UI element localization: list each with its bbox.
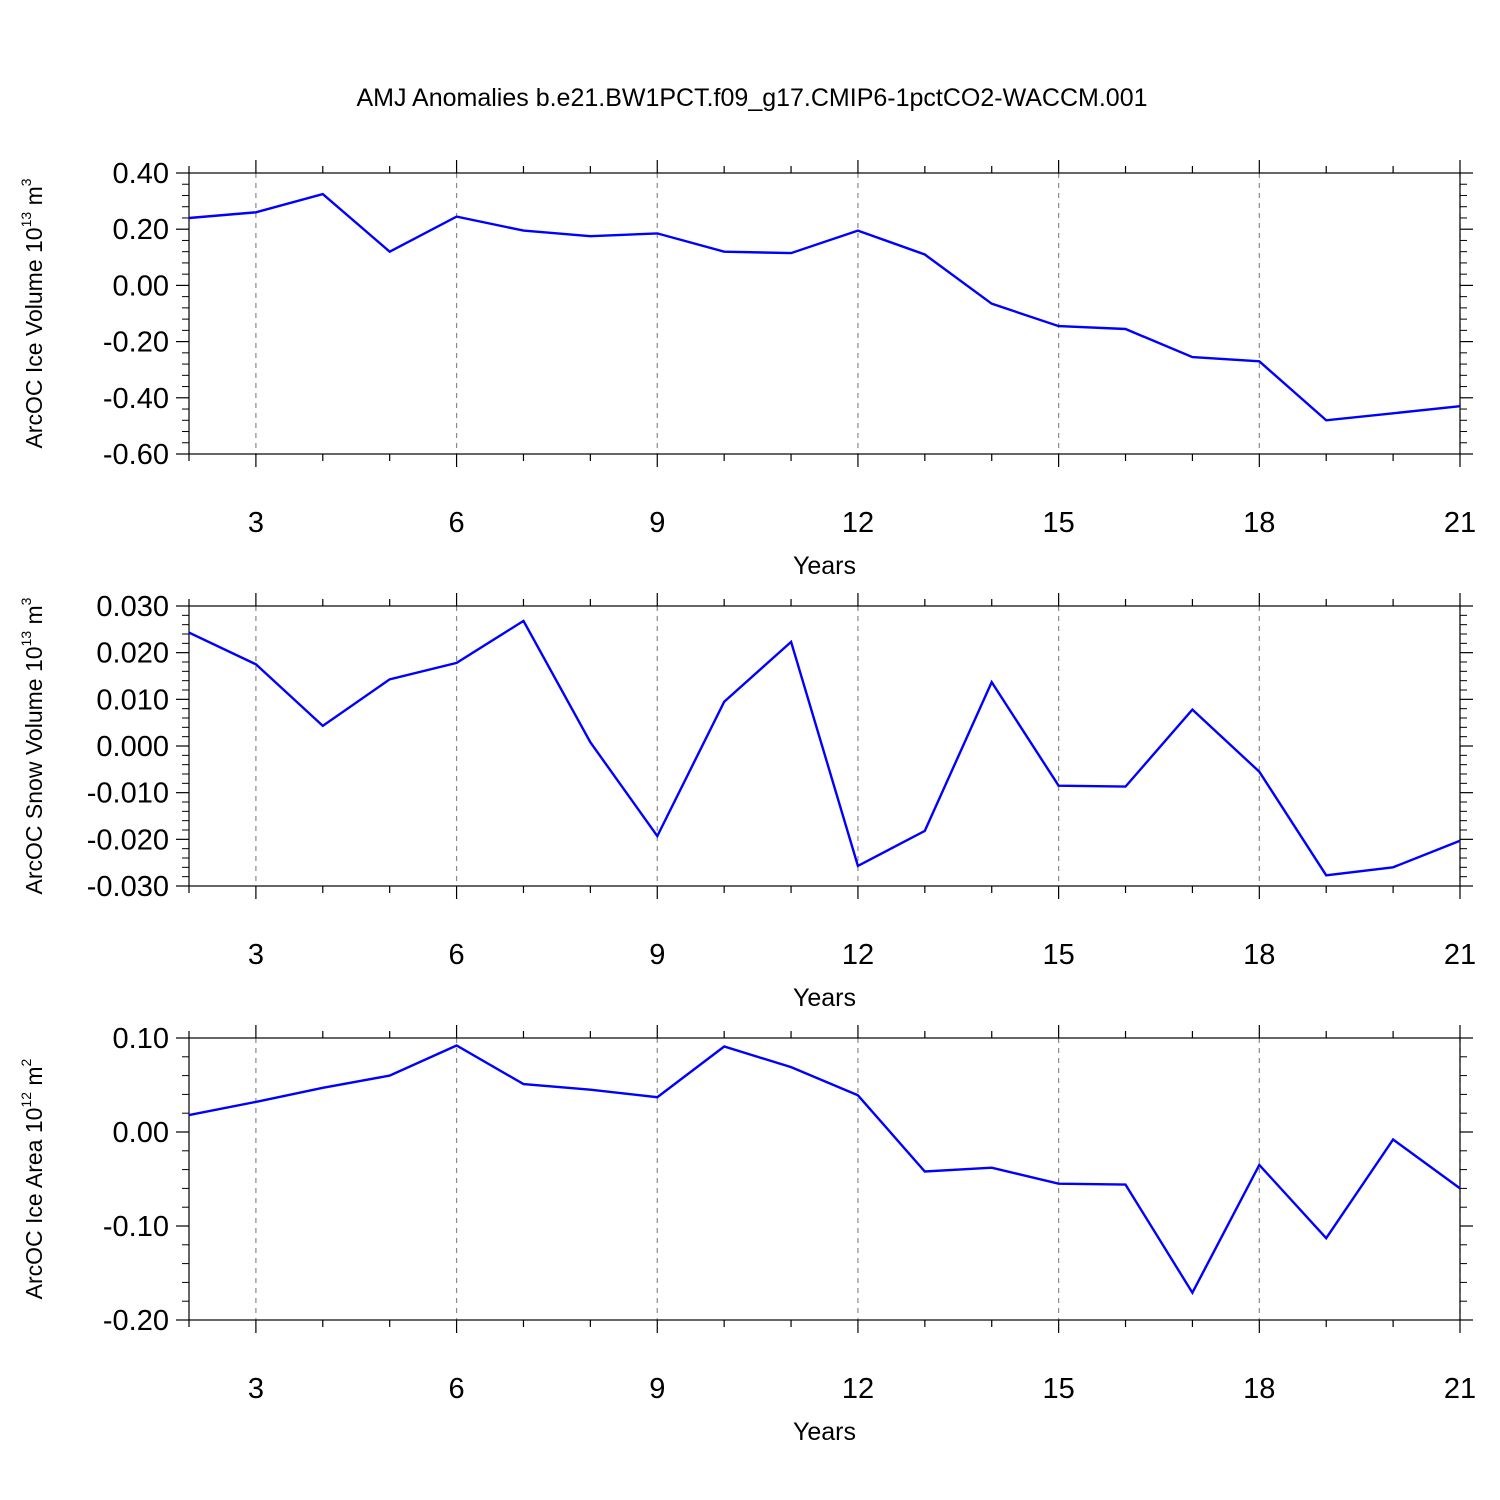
y-tick-label: -0.20 (103, 1305, 169, 1337)
y-tick-label: 0.00 (113, 1117, 169, 1149)
x-tick-label: 18 (1243, 1373, 1275, 1405)
y-tick-label: 0.40 (113, 158, 169, 190)
y-tick-label: 0.030 (96, 591, 169, 623)
y-axis-label-unit: m (21, 186, 47, 212)
y-axis-label: ArcOC Snow Volume 1013 m3 (18, 597, 47, 894)
y-axis-label: ArcOC Ice Area 1012 m2 (18, 1058, 47, 1299)
y-tick-label: 0.010 (96, 684, 169, 716)
y-tick-label: 0.20 (113, 214, 169, 246)
x-tick-label: 18 (1243, 507, 1275, 539)
y-tick-label: -0.020 (87, 824, 169, 856)
x-tick-label: 12 (842, 939, 874, 971)
y-tick-label: -0.010 (87, 778, 169, 810)
y-tick-label: -0.030 (87, 871, 169, 903)
y-tick-label: 0.10 (113, 1023, 169, 1055)
y-axis-label-text: ArcOC Ice Volume 10 (21, 227, 47, 448)
plot-frame (188, 605, 1461, 887)
x-tick-label: 21 (1444, 507, 1476, 539)
y-tick-label: 0.00 (113, 270, 169, 302)
panel-2: 0.030 0.020 0.010 0.000 -0.010 -0.020 -0.030 3 6… (18, 591, 1476, 1012)
x-tick-label: 12 (842, 507, 874, 539)
x-tick-label: 21 (1444, 1373, 1476, 1405)
panels: 0.40 0.20 0.00 -0.20 -0.40 -0.60 3 6 9 12 15 18 21 Ye… (18, 158, 1476, 1446)
y-tick-label: -0.40 (103, 383, 169, 415)
y-axis-label-unit: m (21, 1066, 47, 1092)
y-axis-label-exponent: 13 (18, 631, 34, 647)
x-axis-label: Years (793, 1418, 856, 1446)
x-tick-label: 9 (649, 939, 665, 971)
y-tick-label: -0.10 (103, 1211, 169, 1243)
series-line (188, 619, 1461, 877)
chart-title: AMJ Anomalies b.e21.BW1PCT.f09_g17.CMIP6… (356, 84, 1147, 112)
x-tick-label: 6 (449, 1373, 465, 1405)
plot-frame (188, 1037, 1461, 1321)
y-tick-label: 0.000 (96, 731, 169, 763)
x-tick-label: 9 (649, 1373, 665, 1405)
y-tick-label: -0.20 (103, 327, 169, 359)
x-tick-label: 6 (449, 507, 465, 539)
y-axis-label-unit-exponent: 3 (18, 178, 34, 186)
x-tick-label: 12 (842, 1373, 874, 1405)
x-axis-label: Years (793, 552, 856, 580)
y-axis-label-unit-exponent: 3 (18, 597, 34, 605)
y-axis-label-exponent: 12 (18, 1092, 34, 1108)
x-tick-label: 15 (1042, 939, 1074, 971)
x-tick-label: 6 (449, 939, 465, 971)
y-axis-label-exponent: 13 (18, 212, 34, 228)
y-axis-label: ArcOC Ice Volume 1013 m3 (18, 178, 47, 448)
panel-3: 0.10 0.00 -0.10 -0.20 3 6 9 12 15 18 21 Years ArcOC … (18, 1023, 1476, 1446)
y-tick-label: -0.60 (103, 439, 169, 471)
series-line (188, 192, 1461, 422)
x-tick-label: 15 (1042, 1373, 1074, 1405)
plot-frame (188, 172, 1461, 455)
y-tick-label: 0.020 (96, 638, 169, 670)
y-axis-label-unit-exponent: 2 (18, 1058, 34, 1066)
x-tick-label: 9 (649, 507, 665, 539)
panel-1: 0.40 0.20 0.00 -0.20 -0.40 -0.60 3 6 9 12 15 18 21 Ye… (18, 158, 1476, 580)
x-tick-label: 21 (1444, 939, 1476, 971)
y-axis-label-unit: m (21, 605, 47, 631)
x-tick-label: 15 (1042, 507, 1074, 539)
series-line (188, 1044, 1461, 1296)
x-tick-label: 18 (1243, 939, 1275, 971)
x-axis-label: Years (793, 984, 856, 1012)
y-axis-label-text: ArcOC Snow Volume 10 (21, 646, 47, 894)
x-tick-label: 3 (248, 1373, 264, 1405)
x-tick-label: 3 (248, 507, 264, 539)
x-tick-label: 3 (248, 939, 264, 971)
y-axis-label-text: ArcOC Ice Area 10 (21, 1108, 47, 1300)
